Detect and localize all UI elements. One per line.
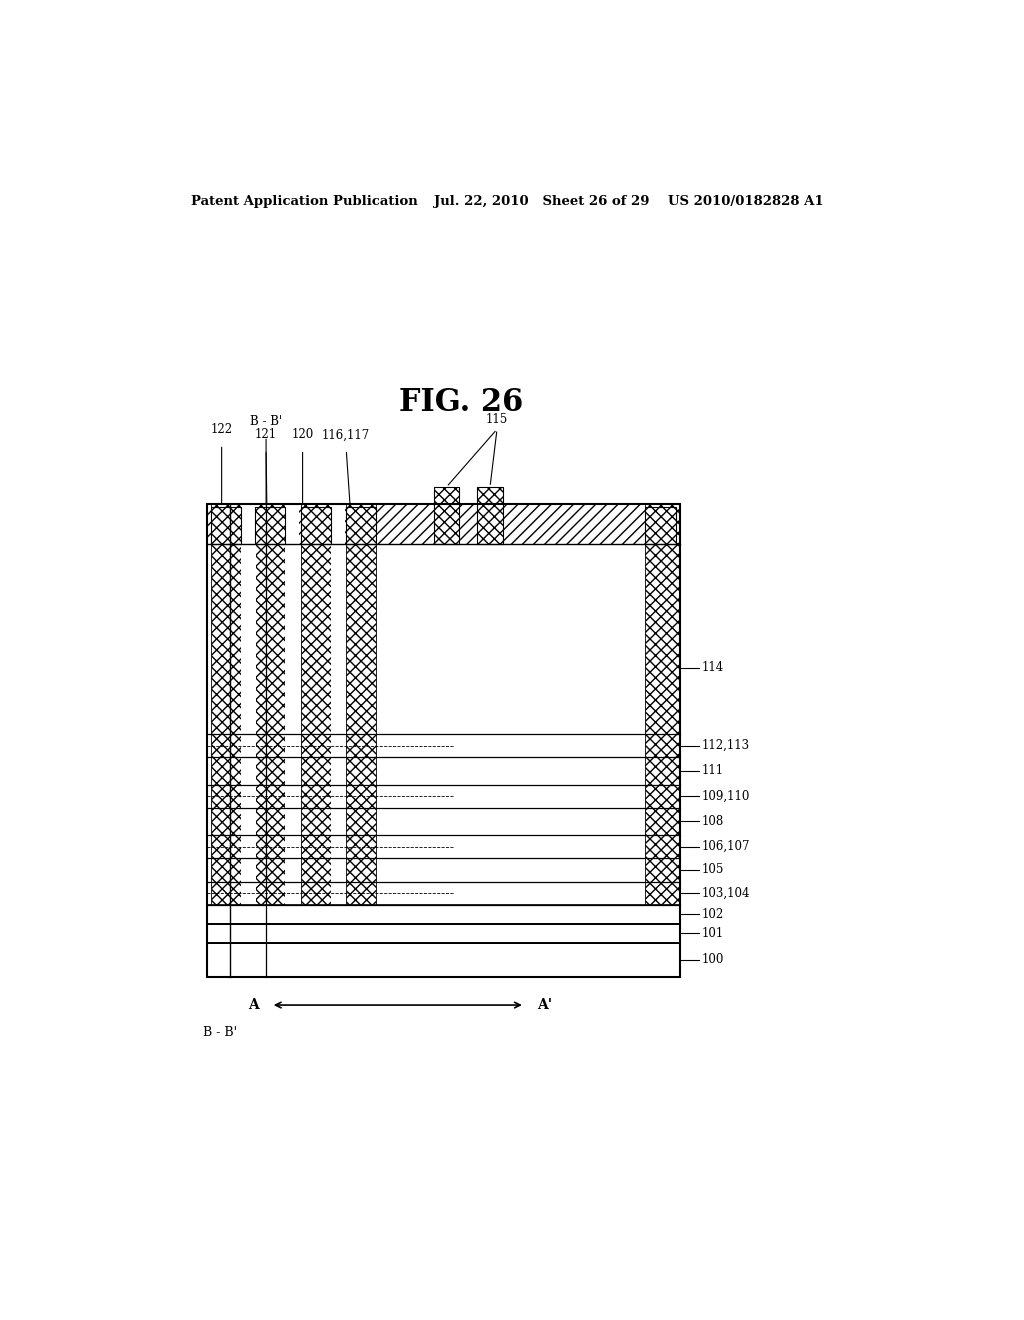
Text: 109,110: 109,110 <box>701 789 751 803</box>
Text: US 2010/0182828 A1: US 2010/0182828 A1 <box>668 194 823 207</box>
Bar <box>301 507 331 544</box>
Bar <box>645 507 676 544</box>
Bar <box>207 836 680 858</box>
Bar <box>433 487 459 544</box>
Bar <box>207 942 680 977</box>
Text: A': A' <box>537 998 552 1012</box>
Text: 115: 115 <box>486 413 508 426</box>
Bar <box>207 544 680 734</box>
Text: B - B': B - B' <box>204 1026 238 1039</box>
Text: 114: 114 <box>701 661 724 675</box>
Bar <box>301 504 331 904</box>
Bar <box>410 544 505 784</box>
Bar <box>207 858 680 882</box>
Text: 108: 108 <box>701 814 724 828</box>
Bar <box>207 808 680 836</box>
Text: 106,107: 106,107 <box>701 840 751 853</box>
Bar <box>207 784 680 808</box>
Text: 116,117: 116,117 <box>323 429 371 441</box>
Bar <box>346 507 377 544</box>
Text: A: A <box>248 998 259 1012</box>
Bar <box>207 882 680 904</box>
Text: 111: 111 <box>701 764 724 777</box>
Bar <box>255 504 285 904</box>
Text: Jul. 22, 2010   Sheet 26 of 29: Jul. 22, 2010 Sheet 26 of 29 <box>433 194 649 207</box>
Bar <box>207 734 680 758</box>
Text: 122: 122 <box>211 424 232 437</box>
Text: 102: 102 <box>701 908 724 921</box>
Bar <box>242 504 256 904</box>
Bar <box>207 758 680 784</box>
Bar <box>207 924 680 942</box>
Text: 112,113: 112,113 <box>701 739 750 752</box>
Bar <box>207 504 680 904</box>
Text: 105: 105 <box>701 863 724 876</box>
Bar <box>207 904 680 924</box>
Text: 120: 120 <box>292 429 313 441</box>
Text: 100: 100 <box>701 953 724 966</box>
Text: 101: 101 <box>701 927 724 940</box>
Bar <box>331 504 345 904</box>
Text: B - B': B - B' <box>250 416 283 428</box>
Text: 121: 121 <box>255 429 278 441</box>
Bar <box>211 504 242 904</box>
Bar <box>285 504 299 904</box>
Text: FIG. 26: FIG. 26 <box>399 387 523 418</box>
Bar <box>255 507 285 544</box>
Bar <box>645 504 680 904</box>
Bar <box>477 487 503 544</box>
Text: Patent Application Publication: Patent Application Publication <box>191 194 418 207</box>
Bar <box>207 504 680 977</box>
Bar <box>211 507 242 544</box>
Bar <box>346 504 377 904</box>
Text: 103,104: 103,104 <box>701 887 751 900</box>
